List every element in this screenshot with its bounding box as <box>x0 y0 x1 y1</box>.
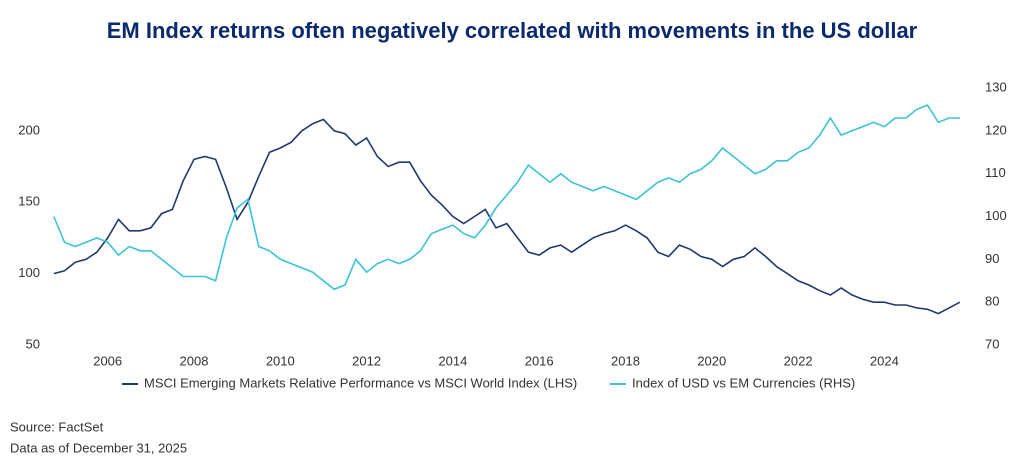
y-tick-label: 150 <box>18 194 40 209</box>
chart-title: EM Index returns often negatively correl… <box>107 18 918 43</box>
x-tick-label: 2012 <box>352 353 381 368</box>
legend-label: Index of USD vs EM Currencies (RHS) <box>632 375 855 390</box>
y2-tick-label: 130 <box>985 79 1007 94</box>
y2-tick-label: 100 <box>985 208 1007 223</box>
y-tick-label: 200 <box>18 122 40 137</box>
y2-tick-label: 70 <box>985 336 999 351</box>
x-tick-label: 2024 <box>870 353 899 368</box>
series-line <box>53 118 961 315</box>
x-tick-label: 2006 <box>93 353 122 368</box>
x-tick-label: 2014 <box>438 353 467 368</box>
y2-tick-label: 80 <box>985 294 999 309</box>
series-line <box>53 104 960 291</box>
x-tick-label: 2022 <box>784 353 813 368</box>
y2-tick-label: 110 <box>985 165 1006 180</box>
y2-tick-label: 90 <box>985 251 999 266</box>
note: Data as of December 31, 2025 <box>10 440 187 455</box>
y2-tick-label: 120 <box>985 122 1007 137</box>
x-tick-label: 2018 <box>611 353 640 368</box>
y-tick-label: 100 <box>18 265 40 280</box>
x-tick-label: 2020 <box>697 353 726 368</box>
x-tick-label: 2016 <box>525 353 554 368</box>
x-tick-label: 2010 <box>266 353 295 368</box>
y-tick-label: 50 <box>26 336 40 351</box>
x-tick-label: 2008 <box>180 353 209 368</box>
source: Source: FactSet <box>10 419 104 434</box>
legend-label: MSCI Emerging Markets Relative Performan… <box>144 375 577 390</box>
